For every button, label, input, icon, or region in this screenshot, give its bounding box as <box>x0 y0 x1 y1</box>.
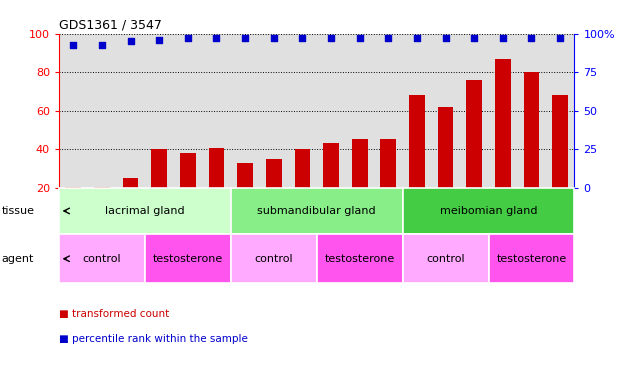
Bar <box>237 162 253 226</box>
Bar <box>317 234 402 283</box>
Point <box>355 35 365 41</box>
Text: control: control <box>255 254 293 264</box>
Bar <box>495 59 510 226</box>
Point <box>326 35 336 41</box>
Bar <box>466 80 482 226</box>
Bar <box>180 153 196 226</box>
Text: submandibular gland: submandibular gland <box>257 206 376 216</box>
Bar <box>438 107 453 226</box>
Point <box>68 42 78 48</box>
Bar <box>59 234 145 283</box>
Bar <box>94 186 110 226</box>
Text: testosterone: testosterone <box>496 254 566 264</box>
Point <box>412 35 422 41</box>
Bar <box>489 234 574 283</box>
Point <box>212 35 222 41</box>
Text: ■ transformed count: ■ transformed count <box>59 309 170 320</box>
Bar <box>145 234 231 283</box>
Point <box>555 35 565 41</box>
Bar <box>402 234 489 283</box>
Point <box>154 37 164 43</box>
Text: meibomian gland: meibomian gland <box>440 206 537 216</box>
Text: testosterone: testosterone <box>325 254 395 264</box>
Text: GDS1361 / 3547: GDS1361 / 3547 <box>59 19 162 32</box>
Bar <box>152 149 167 226</box>
Point <box>498 35 508 41</box>
Point <box>97 42 107 48</box>
Point <box>269 35 279 41</box>
Bar <box>351 140 368 226</box>
Bar <box>231 188 402 234</box>
Point <box>469 35 479 41</box>
Bar <box>381 140 396 226</box>
Bar <box>323 143 339 226</box>
Bar <box>409 95 425 226</box>
Bar <box>231 234 317 283</box>
Point <box>383 35 393 41</box>
Text: lacrimal gland: lacrimal gland <box>105 206 184 216</box>
Point <box>441 35 451 41</box>
Text: testosterone: testosterone <box>153 254 223 264</box>
Point <box>125 39 135 45</box>
Point <box>527 35 537 41</box>
Point <box>297 35 307 41</box>
Text: ■ percentile rank within the sample: ■ percentile rank within the sample <box>59 334 248 344</box>
Bar <box>402 188 574 234</box>
Text: agent: agent <box>1 254 34 264</box>
Bar <box>552 95 568 226</box>
Bar <box>65 186 81 226</box>
Text: control: control <box>426 254 465 264</box>
Point <box>240 35 250 41</box>
Bar <box>123 178 138 226</box>
Bar <box>266 159 282 226</box>
Point <box>183 35 193 41</box>
Bar <box>294 149 310 226</box>
Bar <box>209 148 224 226</box>
Text: tissue: tissue <box>1 206 34 216</box>
Text: control: control <box>83 254 121 264</box>
Bar <box>59 188 231 234</box>
Bar <box>524 72 540 226</box>
